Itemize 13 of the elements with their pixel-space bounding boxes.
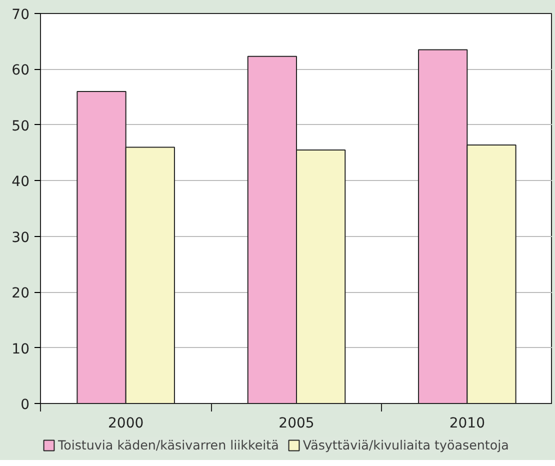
y-tick-label: 20	[12, 286, 30, 302]
y-tick-label: 10	[12, 341, 30, 358]
y-tick-label: 70	[12, 7, 30, 23]
y-tick-label: 60	[12, 62, 30, 79]
y-tick-label: 40	[12, 174, 30, 190]
y-tick-label: 0	[20, 397, 30, 413]
y-tick-label: 50	[12, 118, 30, 134]
legend-label: Väsyttäviä/kivuliaita työasentoja	[302, 438, 509, 452]
x-tick-label: 2005	[278, 416, 314, 432]
x-tick-label: 2000	[108, 416, 144, 432]
x-tick-label: 2010	[449, 416, 485, 432]
legend-label: Toistuvia käden/käsivarren liikkeitä	[58, 438, 279, 452]
y-tick-label: 30	[12, 230, 30, 246]
